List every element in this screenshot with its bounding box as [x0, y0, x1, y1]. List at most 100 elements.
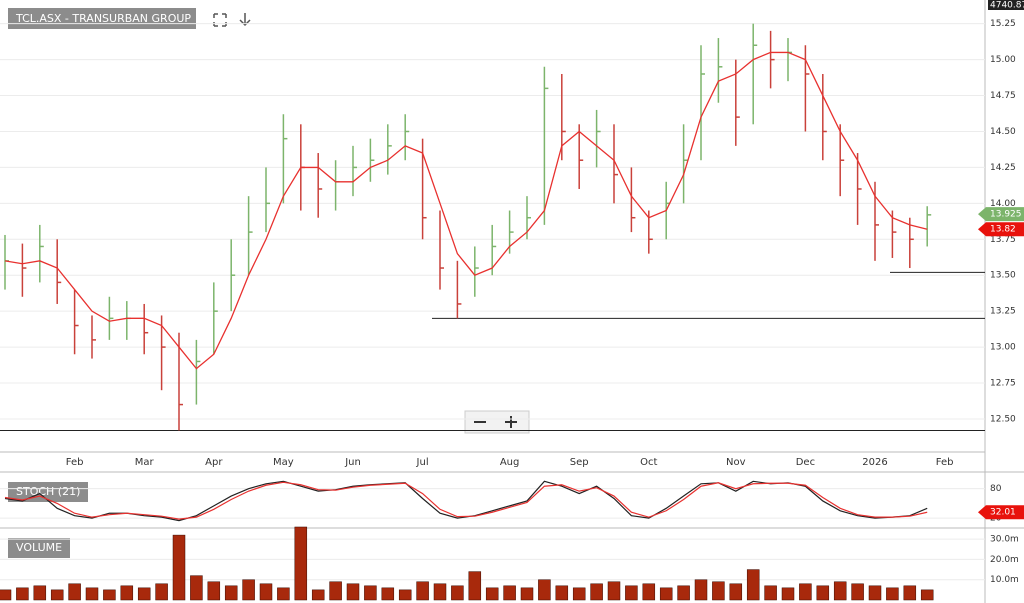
y-tick-label: 15.00 [990, 55, 1016, 65]
volume-bar [346, 583, 360, 601]
x-tick-label: Jul [416, 457, 429, 468]
x-tick-label: Sep [570, 457, 589, 468]
x-tick-label: Dec [796, 457, 815, 468]
x-tick-label: Jun [344, 457, 361, 468]
volume-bar [520, 587, 534, 601]
volume-bar [642, 583, 656, 601]
volume-bar [207, 581, 221, 601]
volume-bar [0, 589, 12, 601]
volume-bar [659, 587, 673, 601]
volume-bar [155, 583, 168, 601]
volume-bar [50, 589, 64, 601]
volume-bar [764, 585, 777, 601]
x-tick-label: Oct [640, 457, 657, 468]
volume-bar [329, 581, 342, 601]
price-tag-label: 13.82 [990, 225, 1016, 235]
y-tick-label: 10.0m [990, 575, 1019, 585]
price-tag-label: 32.01 [990, 508, 1016, 518]
price-tag [978, 505, 1024, 520]
x-tick-label: Feb [936, 457, 954, 468]
y-tick-label: 13.25 [990, 307, 1016, 317]
y-tick-label: 80 [990, 484, 1002, 494]
volume-bar [833, 581, 847, 601]
chart-title: TCL.ASX - TRANSURBAN GROUP [15, 12, 191, 25]
volume-bar [851, 583, 864, 601]
volume-bar [920, 589, 934, 601]
volume-bar [712, 581, 725, 601]
volume-bar [625, 585, 638, 601]
volume-bar [451, 585, 464, 601]
x-tick-label: Nov [726, 457, 746, 468]
zoom-control[interactable] [464, 410, 530, 434]
x-tick-label: May [273, 457, 294, 468]
volume-bar [799, 583, 812, 601]
volume-bar [886, 587, 899, 601]
volume-bar [242, 579, 255, 601]
y-tick-label: 14.25 [990, 163, 1016, 173]
y-tick-label: 12.75 [990, 379, 1016, 389]
volume-bar [277, 587, 290, 601]
title-box [8, 538, 70, 558]
price-tag [978, 222, 1024, 237]
volume-bar [485, 587, 499, 601]
top-label: 4740.87 [990, 1, 1024, 11]
top-tag [988, 0, 1024, 10]
volume-bar [16, 587, 29, 601]
volume-bar [120, 585, 134, 601]
x-tick-label: Mar [135, 457, 155, 468]
volume-bar [555, 585, 569, 601]
volume-bar [677, 585, 690, 601]
y-tick-label: 15.25 [990, 19, 1016, 29]
volume-bar [381, 587, 395, 601]
price-tag [978, 207, 1024, 222]
volume-bar [694, 579, 708, 601]
moving-average [4, 51, 928, 370]
volume-bar [259, 583, 273, 601]
volume-bar [746, 569, 760, 601]
volume-bar [416, 581, 429, 601]
volume-bar [103, 589, 116, 601]
volume-bar [572, 587, 586, 601]
y-tick-label: 13.75 [990, 235, 1016, 245]
y-tick-label: 14.75 [990, 91, 1016, 101]
volume-bar [294, 526, 308, 601]
title-box [8, 482, 88, 502]
volume-bar [137, 587, 151, 601]
toolbar-icons[interactable] [213, 13, 251, 27]
price-tag-label: 13.925 [990, 210, 1022, 220]
volume-bar [903, 585, 917, 601]
volume-bar [172, 534, 186, 601]
volume-bar [68, 583, 81, 601]
volume-bar [398, 589, 412, 601]
volume-bar [607, 581, 621, 601]
volume-bar [590, 583, 603, 601]
volume-bar [816, 585, 830, 601]
volume-bar [85, 587, 99, 601]
volume-bar [190, 575, 203, 601]
stoch-line [4, 481, 928, 520]
volume-bar [33, 585, 47, 601]
volume-bar [868, 585, 882, 601]
volume-bar [468, 571, 482, 601]
volume-bar [433, 583, 447, 601]
volume-title: VOLUME [16, 541, 62, 554]
stoch-title: STOCH (21) [16, 485, 80, 498]
y-tick-label: 20.0m [990, 555, 1019, 565]
y-tick-label: 13.50 [990, 271, 1016, 281]
volume-bar [729, 583, 743, 601]
volume-bar [503, 585, 516, 601]
volume-bar [781, 587, 795, 601]
y-tick-label: 14.00 [990, 199, 1016, 209]
volume-bar [224, 585, 238, 601]
volume-bar [311, 589, 325, 601]
x-tick-label: Aug [500, 457, 520, 468]
volume-bar [364, 585, 377, 601]
y-tick-label: 14.50 [990, 127, 1016, 137]
x-tick-label: Feb [66, 457, 84, 468]
y-tick-label: 12.50 [990, 414, 1016, 424]
y-tick-label: 13.00 [990, 343, 1016, 353]
x-tick-label: Apr [205, 457, 223, 468]
x-tick-label: 2026 [862, 457, 887, 468]
